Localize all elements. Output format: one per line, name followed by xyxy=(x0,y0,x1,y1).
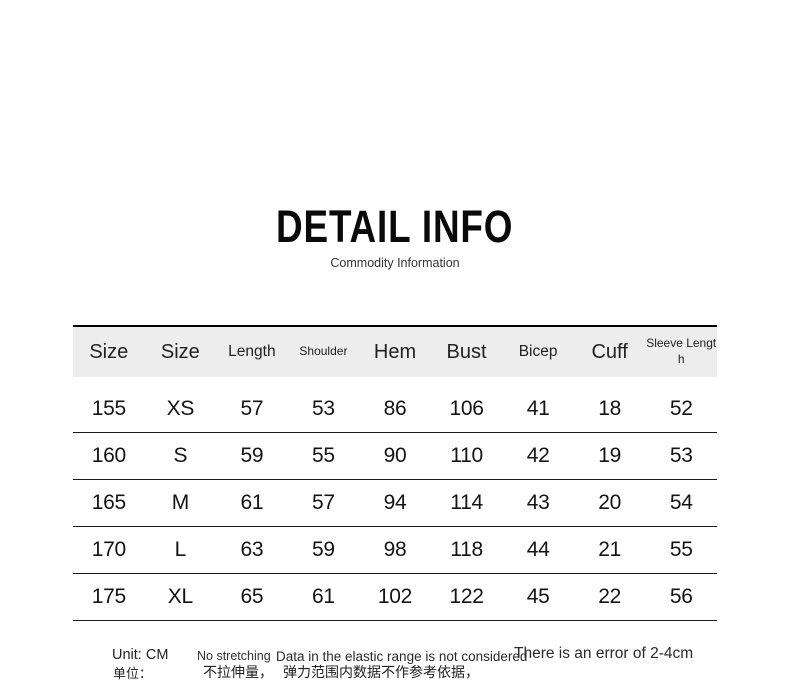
table-cell: 65 xyxy=(240,585,264,608)
table-cell: 98 xyxy=(383,538,407,561)
table-cell: 41 xyxy=(526,396,550,420)
footer-stretch-note-cn: 不拉伸量， xyxy=(203,664,273,680)
col-header-hem: Hem xyxy=(373,340,417,363)
table-cell: XL xyxy=(167,585,193,608)
table-cell: 57 xyxy=(312,491,335,514)
footer-unit-note: Unit: CM xyxy=(112,647,169,663)
footer-elastic-note-cn: 弹力范围内数据不作参考依据， xyxy=(283,664,479,680)
table-cell: 90 xyxy=(383,444,407,467)
table-cell: 170 xyxy=(91,538,126,561)
table-cell: 56 xyxy=(669,585,693,608)
table-cell: 55 xyxy=(669,538,693,561)
table-row-s: 160 S 59 55 90 110 42 19 53 xyxy=(73,433,717,480)
page-title-text: DETAIL INFO xyxy=(276,201,514,252)
table-cell: 53 xyxy=(312,396,335,420)
table-cell: 122 xyxy=(449,585,484,608)
table-cell: 175 xyxy=(91,585,126,608)
table-cell: 54 xyxy=(669,491,693,514)
footer-unit-note-cn: 单位： xyxy=(113,666,153,681)
col-header-size-height: Size xyxy=(89,340,129,363)
table-cell: 110 xyxy=(450,444,483,467)
table-cell: 21 xyxy=(598,538,622,561)
table-cell: S xyxy=(173,444,188,467)
table-cell: 44 xyxy=(526,538,550,561)
footer-error-note: There is an error of 2-4cm xyxy=(514,645,694,662)
table-row-xs: 155 XS 57 53 86 106 41 18 52 xyxy=(73,377,717,433)
table-cell: 106 xyxy=(449,396,484,420)
table-cell: XS xyxy=(166,396,195,420)
footer-stretch-note: No stretching xyxy=(197,649,271,663)
col-header-bicep: Bicep xyxy=(518,343,558,360)
table-cell: 42 xyxy=(526,444,550,467)
table-cell: 45 xyxy=(526,585,550,608)
table-cell: 61 xyxy=(312,585,335,608)
table-row-m: 165 M 61 57 94 114 43 20 54 xyxy=(73,480,717,527)
table-cell: 102 xyxy=(377,585,413,608)
col-header-cuff: Cuff xyxy=(591,340,628,363)
table-cell: 63 xyxy=(240,538,264,561)
table-cell: 59 xyxy=(240,444,264,467)
table-cell: 114 xyxy=(450,491,483,514)
table-cell: M xyxy=(171,491,190,514)
table-cell: 22 xyxy=(598,585,622,608)
page-subtitle: Commodity Information xyxy=(330,256,460,270)
table-row-xl: 175 XL 65 61 102 122 45 22 56 xyxy=(73,574,717,621)
table-cell: 55 xyxy=(312,444,335,467)
table-cell: 52 xyxy=(669,396,693,420)
footer-elastic-note: Data in the elastic range is not conside… xyxy=(276,649,528,664)
page-title: DETAIL INFO xyxy=(0,201,790,253)
table-cell: L xyxy=(174,538,187,561)
table-cell: 94 xyxy=(383,491,407,514)
table-header-row: Size Size Length Shoulder Hem Bust Bicep… xyxy=(73,325,717,377)
size-chart-table: Size Size Length Shoulder Hem Bust Bicep… xyxy=(73,325,717,621)
col-header-bust: Bust xyxy=(446,340,487,363)
table-row-l: 170 L 63 59 98 118 44 21 55 xyxy=(73,527,717,574)
table-cell: 165 xyxy=(91,491,126,514)
table-cell: 61 xyxy=(240,491,264,514)
table-cell: 118 xyxy=(450,538,483,561)
table-cell: 53 xyxy=(669,444,693,467)
col-header-length: Length xyxy=(228,343,276,360)
col-header-sleeve-length: Sleeve Length xyxy=(646,336,717,366)
table-cell: 57 xyxy=(240,396,264,420)
table-cell: 86 xyxy=(383,396,407,420)
table-cell: 18 xyxy=(598,396,622,420)
table-cell: 19 xyxy=(598,444,622,467)
col-header-size-label: Size xyxy=(160,340,200,363)
col-header-shoulder: Shoulder xyxy=(299,344,348,359)
table-cell: 160 xyxy=(91,444,126,467)
table-cell: 20 xyxy=(598,491,622,514)
table-cell: 59 xyxy=(312,538,335,561)
table-cell: 155 xyxy=(91,396,126,420)
table-cell: 43 xyxy=(526,491,550,514)
